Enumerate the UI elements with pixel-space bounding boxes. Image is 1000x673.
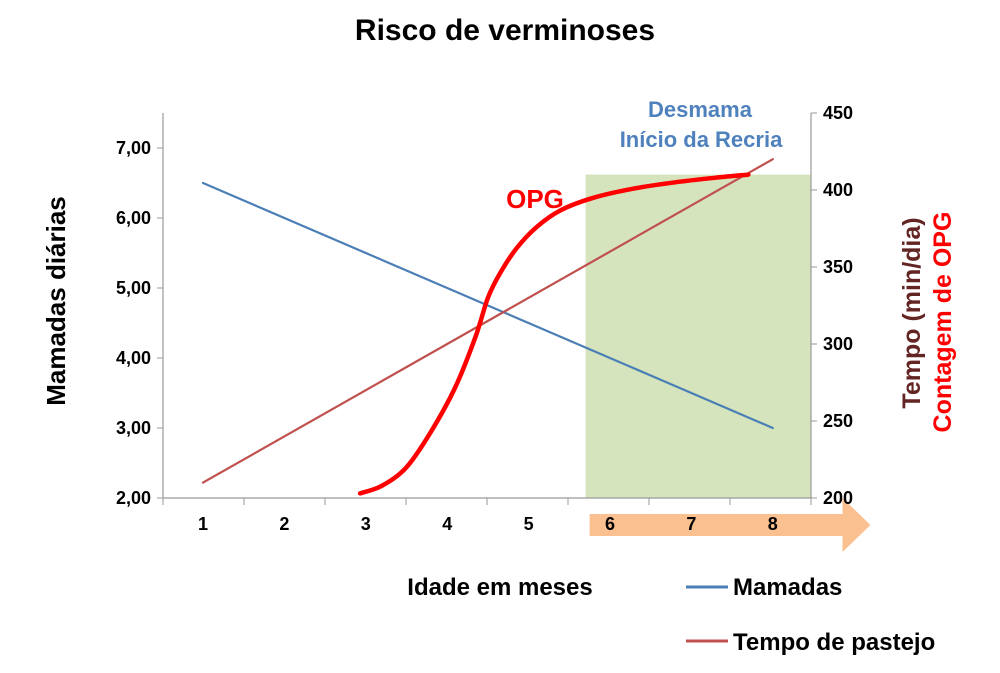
- y-left-tick-label: 4,00: [116, 348, 151, 368]
- growth-arrow: [589, 498, 871, 552]
- x-tick-label: 8: [768, 514, 778, 534]
- y-right-tick-label: 300: [823, 334, 853, 354]
- inicio-recria-label: Início da Recria: [620, 127, 783, 152]
- x-tick-label: 7: [686, 514, 696, 534]
- y-left-tick-label: 7,00: [116, 138, 151, 158]
- y-left-tick-label: 6,00: [116, 208, 151, 228]
- y-right-tick-label: 200: [823, 488, 853, 508]
- y-left-tick-label: 2,00: [116, 488, 151, 508]
- series-line-opg: [357, 172, 751, 496]
- highlight-region: [585, 174, 811, 498]
- tick-labels: 2,00 3,00 4,00 5,00 6,00 7,00 200 250 300 350 400 4…: [116, 103, 853, 534]
- series-lines: [201, 158, 774, 496]
- x-tick-label: 3: [361, 514, 371, 534]
- x-tick-label: 1: [198, 514, 208, 534]
- y-left-axis-label: Mamadas diárias: [41, 196, 71, 406]
- y-right-tick-label: 250: [823, 411, 853, 431]
- x-tick-label: 5: [524, 514, 534, 534]
- x-tick-label: 2: [279, 514, 289, 534]
- y-right-tick-label: 350: [823, 257, 853, 277]
- y-right-tick-label: 450: [823, 103, 853, 123]
- series-line-mamadas: [201, 181, 774, 430]
- desmama-label: Desmama: [648, 97, 753, 122]
- legend: Mamadas Tempo de pastejo: [686, 574, 935, 656]
- x-tick-label: 4: [442, 514, 452, 534]
- y-left-tick-label: 5,00: [116, 278, 151, 298]
- y-right-axis-label-primary: Tempo (min/dia): [898, 217, 926, 408]
- legend-label-mamadas: Mamadas: [733, 574, 842, 601]
- x-tick-label: 6: [605, 514, 615, 534]
- chart-title: Risco de verminoses: [355, 14, 655, 47]
- x-axis-label: Idade em meses: [407, 574, 592, 601]
- axes: [157, 112, 817, 505]
- y-right-tick-label: 400: [823, 180, 853, 200]
- y-left-tick-label: 3,00: [116, 418, 151, 438]
- plot-background: [585, 174, 871, 552]
- legend-label-tempo-de-pastejo: Tempo de pastejo: [733, 629, 935, 656]
- opg-label: OPG: [506, 184, 564, 214]
- y-right-axis-label-secondary: Contagem de OPG: [929, 212, 957, 433]
- series-line-tempo-de-pastejo: [201, 158, 774, 484]
